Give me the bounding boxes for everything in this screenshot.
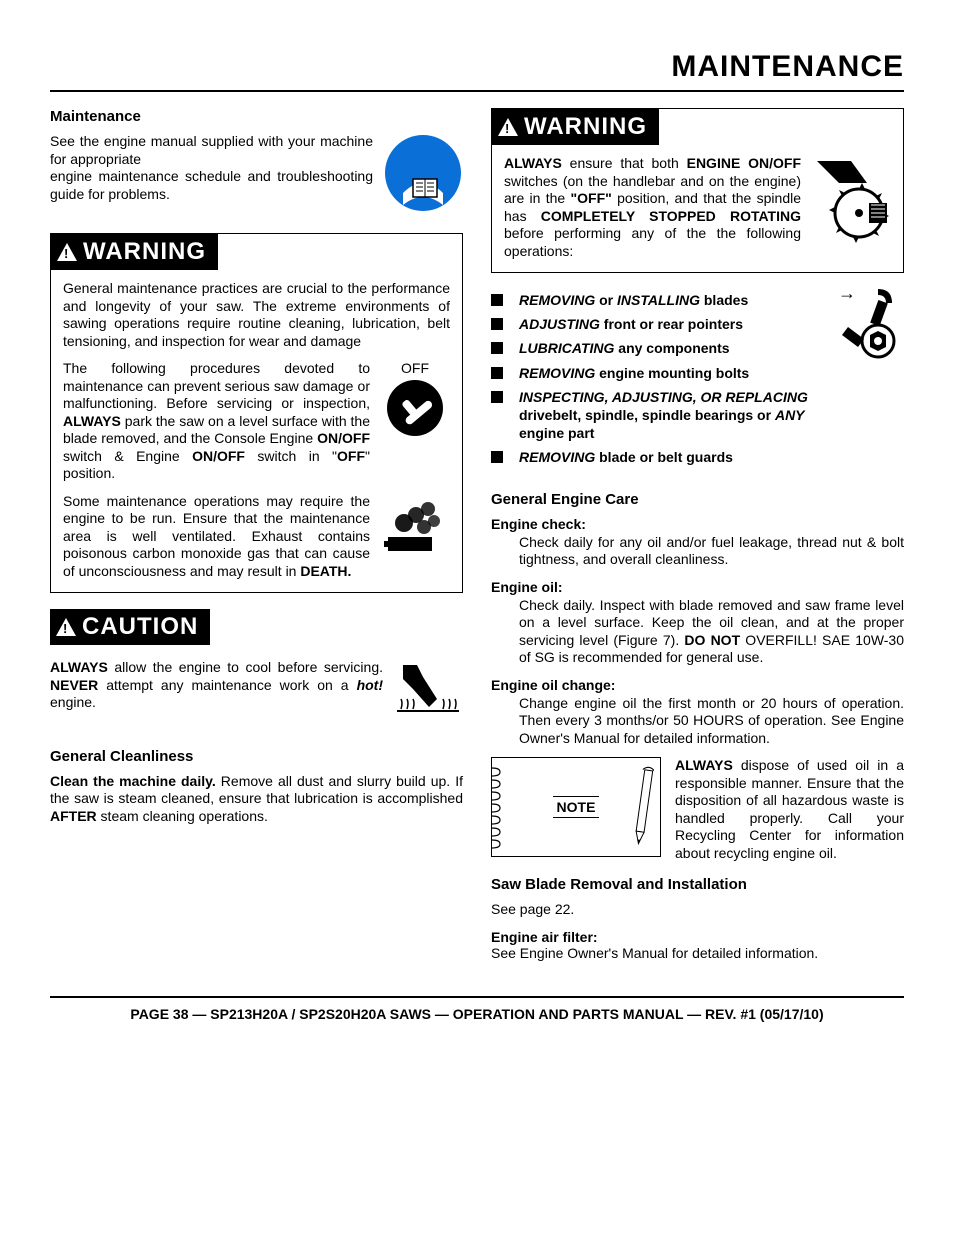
warning-text: WARNING bbox=[524, 113, 647, 141]
spiral-icon bbox=[490, 764, 502, 852]
intro-text: See the engine manual supplied with your… bbox=[50, 133, 373, 213]
intro-line1: See the engine manual supplied with your… bbox=[50, 133, 373, 167]
warning-label-1: WARNING bbox=[51, 234, 218, 270]
warning-triangle-icon bbox=[57, 243, 77, 261]
key-off-icon: OFF bbox=[380, 360, 450, 438]
caution-label: CAUTION bbox=[50, 609, 210, 645]
svg-text:→: → bbox=[838, 285, 856, 303]
eaf-head: Engine air filter: bbox=[491, 929, 904, 945]
warn1-row3: Some maintenance operations may require … bbox=[63, 493, 450, 581]
warning-triangle-icon bbox=[498, 118, 518, 136]
note-row: NOTE ALWAYS dispose of used oil in a res… bbox=[491, 757, 904, 862]
blade-cutting-icon bbox=[811, 155, 891, 245]
eaf-body: See Engine Owner's Manual for detailed i… bbox=[491, 945, 904, 963]
warning-text: WARNING bbox=[83, 238, 206, 266]
warn1-p3: Some maintenance operations may require … bbox=[63, 493, 370, 581]
warn1-p1: General maintenance practices are crucia… bbox=[63, 280, 450, 350]
title-rule bbox=[50, 90, 904, 92]
left-column: Maintenance See the engine manual suppli… bbox=[50, 108, 463, 972]
bullet-square-icon bbox=[491, 367, 503, 379]
warn2-para: ALWAYS ensure that both ENGINE ON/OFF sw… bbox=[504, 155, 801, 260]
bullet-square-icon bbox=[491, 451, 503, 463]
page-footer: PAGE 38 — SP213H20A / SP2S20H20A SAWS — … bbox=[50, 1006, 904, 1022]
caution-triangle-icon bbox=[56, 618, 76, 636]
bullet-item: REMOVING or INSTALLING blades bbox=[491, 291, 824, 309]
caution-para: ALWAYS allow the engine to cool before s… bbox=[50, 659, 383, 712]
bullet-item: LUBRICATING any components bbox=[491, 339, 824, 357]
caution-text: CAUTION bbox=[82, 613, 198, 641]
warning-box-2: WARNING ALWAYS ensure that both ENGINE O… bbox=[491, 108, 904, 273]
bullet-item: ADJUSTING front or rear pointers bbox=[491, 315, 824, 333]
warn1-row2: The following procedures devoted to main… bbox=[63, 360, 450, 493]
caution-section: CAUTION ALWAYS allow the engine to cool … bbox=[50, 619, 463, 722]
bullet-item: REMOVING engine mounting bolts bbox=[491, 364, 824, 382]
exhaust-icon bbox=[380, 493, 450, 563]
content-columns: Maintenance See the engine manual suppli… bbox=[50, 108, 904, 972]
pencil-icon bbox=[634, 764, 654, 852]
engine-oil-body: Check daily. Inspect with blade removed … bbox=[519, 597, 904, 667]
engine-oil-change-head: Engine oil change: bbox=[491, 677, 904, 693]
cleanliness-head: General Cleanliness bbox=[50, 748, 463, 765]
bullet-text: INSPECTING, ADJUSTING, OR REPLACING driv… bbox=[519, 388, 824, 443]
warn2-row: ALWAYS ensure that both ENGINE ON/OFF sw… bbox=[504, 155, 891, 260]
footer-rule bbox=[50, 996, 904, 998]
sbr-body: See page 22. bbox=[491, 901, 904, 919]
off-label: OFF bbox=[401, 360, 429, 376]
sbr-head: Saw Blade Removal and Installation bbox=[491, 876, 904, 893]
warning-label-2: WARNING bbox=[492, 109, 659, 145]
wrench-bolt-icon: → bbox=[834, 285, 904, 365]
bullet-text: LUBRICATING any components bbox=[519, 339, 730, 357]
gec-head: General Engine Care bbox=[491, 491, 904, 508]
bullet-square-icon bbox=[491, 391, 503, 403]
bullets-list: REMOVING or INSTALLING blades ADJUSTING f… bbox=[491, 291, 824, 473]
maintenance-subhead: Maintenance bbox=[50, 108, 463, 125]
bullet-text: REMOVING or INSTALLING blades bbox=[519, 291, 748, 309]
warn1-p2: The following procedures devoted to main… bbox=[63, 360, 370, 483]
bullet-text: REMOVING blade or belt guards bbox=[519, 448, 733, 466]
bullet-square-icon bbox=[491, 294, 503, 306]
cleanliness-para: Clean the machine daily. Remove all dust… bbox=[50, 773, 463, 826]
bullet-square-icon bbox=[491, 318, 503, 330]
bullet-text: ADJUSTING front or rear pointers bbox=[519, 315, 743, 333]
intro-line2: engine maintenance schedule and troubles… bbox=[50, 168, 373, 202]
note-label: NOTE bbox=[553, 796, 600, 818]
engine-oil-head: Engine oil: bbox=[491, 579, 904, 595]
bullet-item: INSPECTING, ADJUSTING, OR REPLACING driv… bbox=[491, 388, 824, 443]
engine-check-head: Engine check: bbox=[491, 516, 904, 532]
hot-engine-icon bbox=[393, 659, 463, 715]
bullet-item: REMOVING blade or belt guards bbox=[491, 448, 824, 466]
note-text: ALWAYS dispose of used oil in a responsi… bbox=[675, 757, 904, 862]
warning-box-1: WARNING General maintenance practices ar… bbox=[50, 233, 463, 593]
bullets-wrap: REMOVING or INSTALLING blades ADJUSTING f… bbox=[491, 285, 904, 487]
manual-icon bbox=[383, 133, 463, 213]
caution-row: ALWAYS allow the engine to cool before s… bbox=[50, 659, 463, 722]
note-box: NOTE bbox=[491, 757, 661, 857]
engine-check-body: Check daily for any oil and/or fuel leak… bbox=[519, 534, 904, 569]
page-title: MAINTENANCE bbox=[50, 50, 904, 84]
intro-row: See the engine manual supplied with your… bbox=[50, 133, 463, 213]
engine-oil-change-body: Change engine oil the first month or 20 … bbox=[519, 695, 904, 748]
bullet-text: REMOVING engine mounting bolts bbox=[519, 364, 749, 382]
bullet-square-icon bbox=[491, 342, 503, 354]
right-column: WARNING ALWAYS ensure that both ENGINE O… bbox=[491, 108, 904, 972]
